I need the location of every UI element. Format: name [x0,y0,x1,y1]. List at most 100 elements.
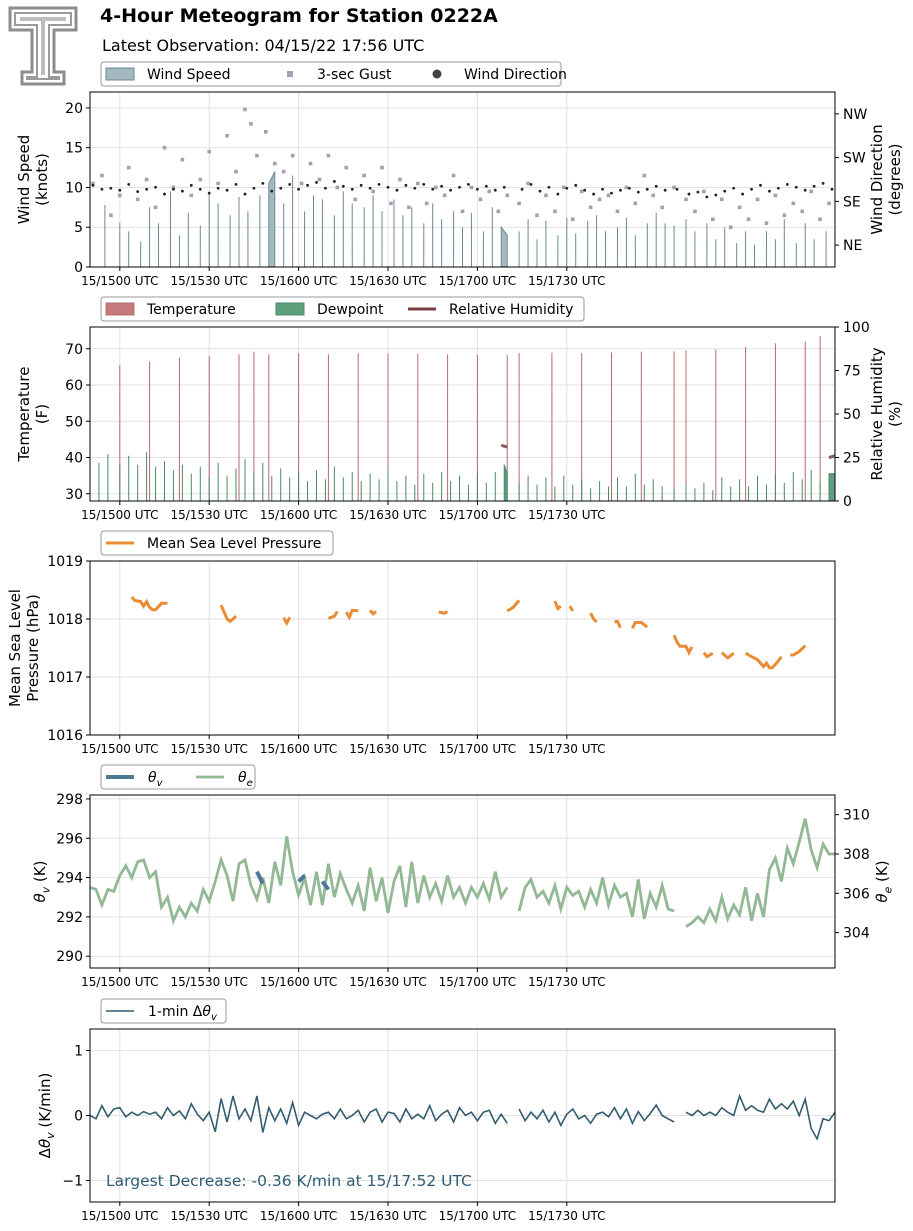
gust-point [460,209,465,214]
gust-point [100,173,104,178]
mslp-line [589,612,598,623]
gust-point [272,161,277,166]
wind-direction-point [565,186,569,190]
mslp-legend-label: Mean Sea Level Pressure [147,536,321,552]
wind-legend-swatch [105,67,135,81]
mslp-ytick-label: 1018 [47,612,83,628]
wind-direction-point [627,186,631,190]
wind-direction-point [476,187,479,191]
wind-direction-point [458,185,461,189]
theta-xtick-label: 15/1500 UTC [81,975,158,989]
mslp-legend: Mean Sea Level Pressure [100,530,334,556]
mslp-ytick-label: 1017 [47,670,83,686]
gust-point [371,189,375,194]
theta-plot-area [90,818,835,928]
wind-direction-point [732,186,736,190]
wind-direction-point [529,182,533,186]
theta-ytick-label: 294 [56,871,83,887]
temp-legend-box [100,296,585,322]
gust-point [135,197,140,202]
temp-legend: Temperature Dewpoint Relative Humidity [100,296,585,322]
wind-direction-point [723,189,727,193]
wind-direction-point [675,187,679,191]
wind-direction-point [467,182,470,186]
temp-ylabel: Temperature [15,366,33,462]
gust-point [264,129,268,134]
gust-point [597,197,602,202]
wind-direction-point [619,188,622,192]
theta-legend-label: θe [238,770,253,789]
mslp-line [568,605,575,612]
mslp-line [720,651,735,660]
temp-xtick-label: 15/1600 UTC [260,508,337,522]
mslp-line [282,616,292,627]
dtheta-ylabel: Δθv (K/min) [36,1073,57,1159]
gust-point [672,185,676,190]
dtheta-legend-label: 1-min Δθv [148,1004,218,1023]
wind-xtick-label: 15/1530 UTC [170,274,247,288]
wind-direction-point [225,188,229,192]
wind-ytick-label: 0 [74,260,83,276]
theta-xtick-label: 15/1700 UTC [439,975,516,989]
dtheta-legend-box [100,998,227,1024]
gust-point [144,177,149,182]
gust-point [624,185,629,190]
temp-ytick-label: 50 [65,414,83,430]
wind-direction-point [538,189,542,193]
gust-point [633,201,638,206]
wind-speed-area [268,171,276,267]
dtheta-line [518,1103,675,1128]
temp-xtick-label: 15/1700 UTC [439,508,516,522]
mslp-xtick-label: 15/1630 UTC [349,742,426,756]
wind-direction-point [306,183,309,187]
gust-point [281,169,286,174]
gust-point [496,209,501,214]
wind-legend-swatch [287,71,293,77]
temp-ytick-label: 60 [65,378,83,394]
wind-direction-point [592,192,596,196]
mslp-xtick-label: 15/1730 UTC [528,742,605,756]
mslp-chart: 15/1500 UTC 15/1530 UTC 15/1600 UTC 15/1630… [6,530,836,756]
wind-ylabel: Wind Speed [15,135,33,225]
wind-xtick-label: 15/1630 UTC [349,274,426,288]
wind-direction-point [91,183,95,187]
gust-point [118,193,122,198]
gust-point [737,205,742,210]
gust-point [162,145,167,150]
wind-direction-point [368,186,372,190]
mslp-xtick-label: 15/1600 UTC [260,742,337,756]
dtheta-line [685,1093,835,1141]
dtheta-xtick-label: 15/1630 UTC [349,1209,426,1223]
theta-ytick-label: 298 [56,792,83,808]
gust-point [326,153,331,158]
gust-point [570,217,575,222]
wind-direction-point [332,180,336,183]
mslp-plot-area [130,596,807,670]
theta-y2tick-label: 310 [843,808,870,824]
temp-y2tick-label: 25 [843,451,861,467]
wind-direction-point [610,191,613,195]
gust-point [424,201,429,206]
gust-point [380,165,384,170]
wind-xtick-label: 15/1700 UTC [439,274,516,288]
wind-direction-point [484,184,488,188]
gust-point [180,157,185,162]
gust-point [684,197,688,202]
gust-point [642,173,647,178]
mslp-ylabel: Mean Sea Level [6,589,24,707]
wind-direction-point [776,186,780,190]
wind-direction-point [636,190,640,194]
temp-chart: 15/1500 UTC 15/1530 UTC 15/1600 UTC 15/1630… [15,296,904,522]
wind-direction-point [812,184,816,188]
wind-y2tick-label: SE [843,194,861,210]
mslp-line [506,599,521,613]
mslp-xtick-label: 15/1700 UTC [439,742,516,756]
theta-legend-label: θv [148,770,164,789]
wind-direction-point [350,187,354,191]
wind-y2tick-label: NE [843,238,862,254]
wind-ytick-label: 15 [65,141,83,157]
wind-direction-point [556,192,560,196]
gust-point [91,181,95,186]
wind-direction-point [180,189,184,193]
gust-point [335,185,340,190]
